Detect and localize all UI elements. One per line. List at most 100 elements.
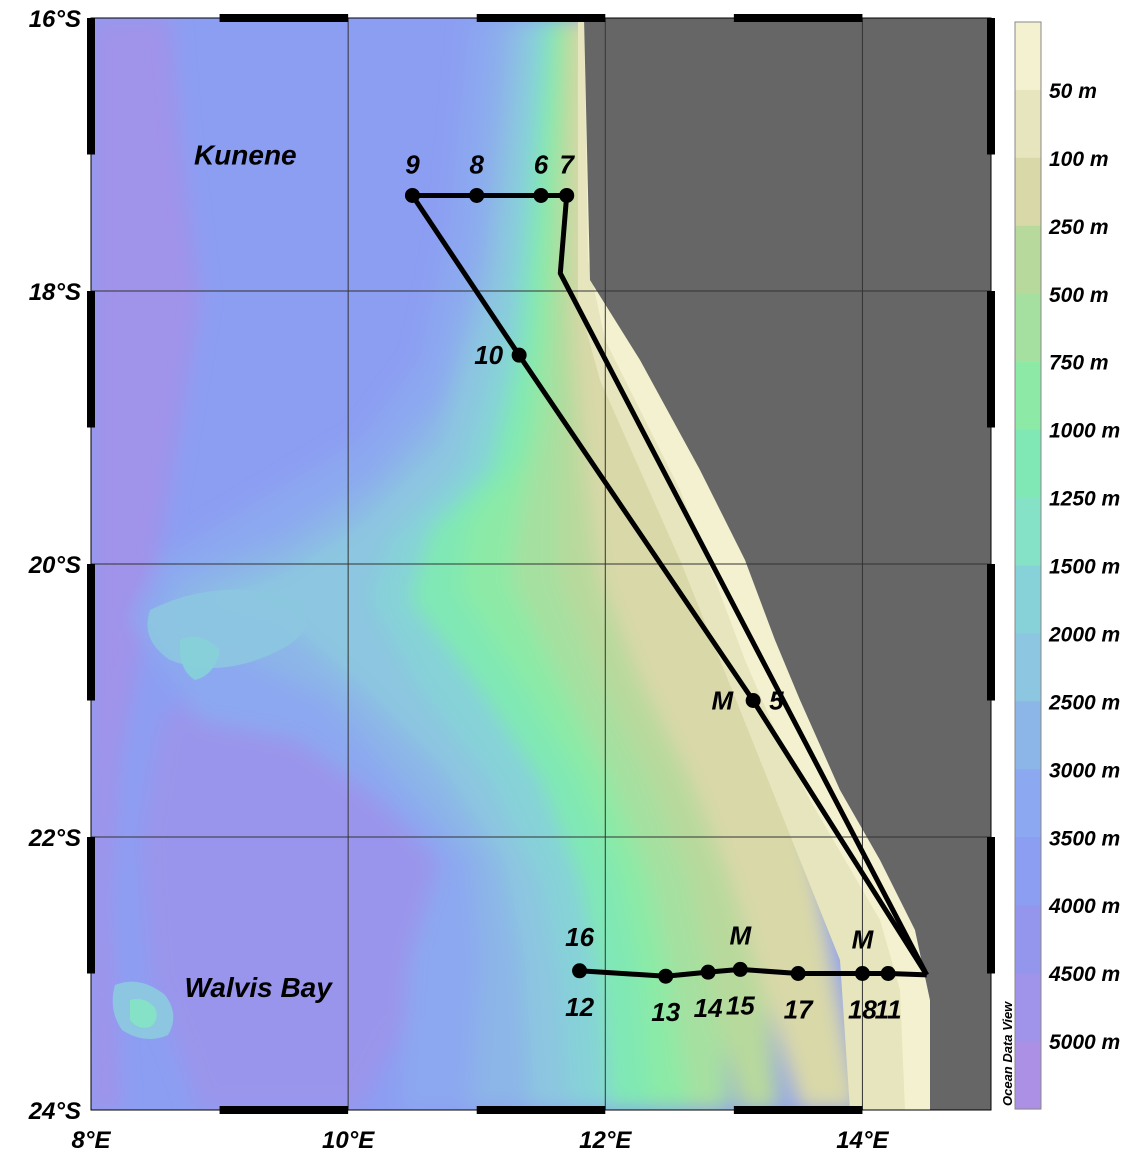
lat-tick-label: 18°S xyxy=(29,279,81,306)
legend-frame xyxy=(1014,21,1042,1110)
lat-tick-label: 16°S xyxy=(29,6,81,33)
legend-level-label: 50 m xyxy=(1049,80,1097,103)
legend-level-label: 1000 m xyxy=(1049,420,1120,443)
lon-tick-label: 8°E xyxy=(72,1127,112,1154)
legend-swatch xyxy=(1015,225,1041,295)
legend-title: Ocean Data View xyxy=(1000,1001,1015,1106)
map-plot-area: 9 8 6 7 10 5 M 12 16 13 14 15 M 17 18 M 11 Kunene Walvis … xyxy=(87,14,995,1114)
station-label: 5 xyxy=(769,686,784,716)
station-label: 11 xyxy=(875,995,902,1025)
station-marker xyxy=(880,966,896,981)
legend-swatch xyxy=(1015,973,1041,1042)
frame-bar-left xyxy=(87,564,95,701)
frame-ticks xyxy=(87,14,995,1114)
legend-swatch xyxy=(1015,497,1041,567)
legend-swatch xyxy=(1015,701,1041,770)
ridge-patch-west-core xyxy=(179,636,220,680)
frame-bar-bottom xyxy=(733,1106,863,1114)
cruise-track xyxy=(410,194,929,977)
lat-tick-label: 24°S xyxy=(28,1098,81,1125)
frame-bar-right xyxy=(987,291,995,428)
legend-labels: 50 m 100 m 250 m 500 m 750 m 1000 m 1250 m 1500… xyxy=(1048,80,1120,1054)
frame-bar-bottom xyxy=(476,1106,606,1114)
station-label: 15 xyxy=(726,990,755,1020)
frame-bar-left xyxy=(87,18,95,155)
legend-level-label: 3000 m xyxy=(1049,759,1120,782)
station-marker xyxy=(404,187,420,203)
frame-bar-top xyxy=(219,14,349,22)
frame-bar-right xyxy=(987,837,995,974)
station-markers: 9 8 6 7 10 5 M 12 16 13 14 15 M 17 18 M 11 xyxy=(404,149,902,1027)
legend-swatch xyxy=(1015,837,1041,906)
legend-swatch xyxy=(1015,22,1041,91)
depth-legend: 50 m 100 m 250 m 500 m 750 m 1000 m 1250 m 1500… xyxy=(1000,21,1120,1110)
frame-bar-top xyxy=(733,14,863,22)
frame-bar-right xyxy=(987,18,995,155)
station-label: 18 xyxy=(848,995,877,1025)
station-label: 8 xyxy=(469,149,484,179)
legend-level-label: 4500 m xyxy=(1048,963,1120,986)
legend-level-label: 1250 m xyxy=(1049,488,1120,511)
region-labels: Kunene Walvis Bay xyxy=(184,140,333,1004)
legend-level-label: 5000 m xyxy=(1049,1031,1120,1054)
station-marker xyxy=(511,347,527,363)
legend-swatch xyxy=(1015,361,1041,431)
lat-tick-label: 22°S xyxy=(28,825,81,852)
lon-tick-label: 14°E xyxy=(836,1127,889,1154)
legend-level-label: 2500 m xyxy=(1048,691,1120,714)
graticule xyxy=(91,18,991,1110)
legend-swatch xyxy=(1015,157,1041,227)
legend-level-label: 1500 m xyxy=(1049,556,1120,579)
legend-swatch xyxy=(1015,565,1041,635)
cruise-track xyxy=(412,193,929,977)
station-marker xyxy=(559,187,575,203)
frame-bar-top xyxy=(476,14,606,22)
station-label: 6 xyxy=(534,149,549,179)
legend-swatch xyxy=(1015,293,1041,363)
station-marker xyxy=(572,963,588,979)
legend-level-label: 4000 m xyxy=(1048,895,1120,918)
station-top-label: M xyxy=(729,920,752,950)
legend-level-label: 100 m xyxy=(1049,148,1109,171)
station-mooring-label: M xyxy=(711,686,734,716)
frame-bar-bottom xyxy=(219,1106,349,1114)
region-label: Kunene xyxy=(194,140,297,171)
station-label: 7 xyxy=(559,149,575,179)
legend-swatches xyxy=(1014,21,1042,1110)
legend-swatch xyxy=(1015,633,1041,702)
station-top-label: M xyxy=(852,925,875,955)
station-marker xyxy=(658,968,674,984)
seamount-southwest-core xyxy=(130,999,157,1028)
station-marker xyxy=(469,187,485,203)
legend-swatch xyxy=(1015,905,1041,974)
station-label: 17 xyxy=(784,995,814,1025)
legend-level-label: 250 m xyxy=(1048,216,1109,239)
lat-tick-label: 20°S xyxy=(28,552,81,579)
station-marker xyxy=(700,964,716,980)
lon-tick-label: 12°E xyxy=(579,1127,632,1154)
station-label: 9 xyxy=(405,149,420,179)
legend-swatch xyxy=(1015,1041,1041,1110)
frame-bar-left xyxy=(87,837,95,974)
legend-level-label: 500 m xyxy=(1049,284,1109,307)
legend-level-label: 3500 m xyxy=(1049,827,1120,850)
station-marker xyxy=(854,966,870,981)
station-top-label: 16 xyxy=(565,922,594,952)
frame-bar-left xyxy=(87,291,95,428)
station-label: 12 xyxy=(565,992,594,1022)
legend-level-label: 750 m xyxy=(1049,352,1109,375)
station-label: 14 xyxy=(694,993,723,1023)
legend-level-label: 2000 m xyxy=(1048,623,1120,646)
region-label: Walvis Bay xyxy=(184,972,333,1003)
station-label: 13 xyxy=(651,997,680,1027)
station-marker xyxy=(790,966,806,981)
frame-bar-right xyxy=(987,564,995,701)
legend-swatch xyxy=(1015,769,1041,838)
legend-swatch xyxy=(1015,429,1041,499)
station-marker xyxy=(533,187,549,203)
axis-labels: 8°E 10°E 12°E 14°E 16°S 18°S 20°S 22°S 24°S xyxy=(28,6,890,1154)
station-marker xyxy=(732,961,748,977)
legend-swatch xyxy=(1015,89,1041,159)
station-label: 10 xyxy=(474,340,503,370)
